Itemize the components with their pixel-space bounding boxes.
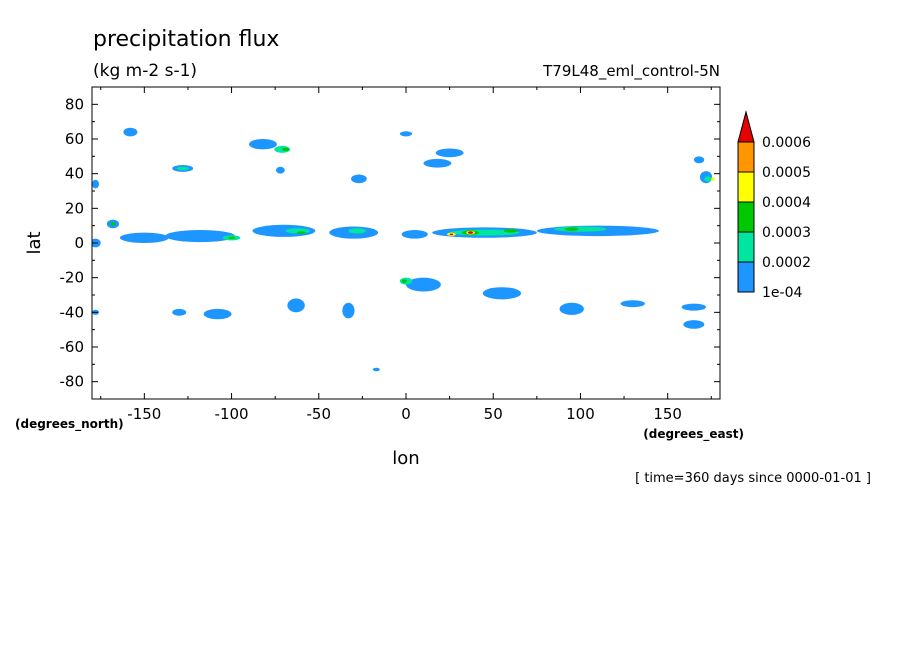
- precip-feature-19: [348, 228, 366, 234]
- y-tick-label: -20: [60, 269, 85, 287]
- precip-feature-50: [681, 303, 707, 311]
- precip-feature-47: [342, 302, 355, 319]
- colorbar-label: 0.0002: [762, 255, 811, 271]
- colorbar-label: 0.0003: [762, 225, 811, 241]
- x-tick-label: -50: [307, 405, 332, 423]
- precip-feature-13: [282, 147, 290, 152]
- precip-feature-44: [172, 308, 187, 316]
- precip-feature-11: [249, 139, 277, 150]
- precip-feature-3: [110, 222, 116, 226]
- x-tick-label: -150: [127, 405, 161, 423]
- precip-feature-8: [165, 230, 236, 243]
- precip-feature-33: [554, 226, 607, 232]
- colorbar-label: 0.0006: [762, 135, 811, 151]
- x-tick-label: 100: [566, 405, 595, 423]
- precip-feature-15: [252, 224, 316, 237]
- precip-feature-5: [119, 232, 169, 243]
- colorbar-label: 0.0004: [762, 195, 811, 211]
- x-tick-label: 150: [653, 405, 682, 423]
- y-tick-label: -80: [60, 373, 85, 391]
- colorbar-segment: [737, 201, 755, 233]
- y-units-note: (degrees_north): [15, 417, 124, 432]
- precip-feature-39: [693, 156, 705, 164]
- y-tick-labels: 80 60 40 20 0 -20 -40 -60 -80: [60, 95, 85, 390]
- precip-feature-4: [123, 127, 138, 137]
- chart-title: precipitation flux: [93, 27, 279, 52]
- precip-feature-34: [564, 227, 579, 231]
- y-tick-label: -60: [60, 338, 85, 356]
- x-units-note: (degrees_east): [643, 427, 744, 442]
- colorbar-segment: [737, 141, 755, 173]
- precip-feature-42: [401, 279, 407, 283]
- precip-feature-38: [711, 177, 715, 181]
- colorbar: 1e-04 0.0002 0.0003 0.0004 0.0005 0.0006: [737, 110, 811, 301]
- y-tick-label: 80: [65, 95, 84, 113]
- chart-units: (kg m-2 s-1): [93, 61, 197, 81]
- precip-feature-43: [482, 287, 522, 300]
- precip-feature-22: [435, 148, 464, 158]
- precip-feature-37: [704, 176, 712, 182]
- precip-feature-20: [351, 174, 367, 184]
- plot-area: [91, 86, 721, 400]
- precip-feature-51: [683, 320, 705, 329]
- precip-feature-17: [296, 231, 306, 234]
- precip-feature-46: [287, 298, 305, 313]
- y-tick-label: 40: [65, 165, 84, 183]
- precip-feature-12: [274, 145, 290, 153]
- precip-feature-31: [449, 233, 454, 236]
- colorbar-segment: [737, 171, 755, 203]
- x-tick-label: 0: [401, 405, 411, 423]
- precip-feature-45: [203, 308, 232, 320]
- precip-feature-24: [401, 230, 428, 239]
- x-tick-label: -100: [215, 405, 249, 423]
- precip-feature-40: [406, 277, 441, 292]
- precip-feature-29: [467, 231, 474, 234]
- x-axis-title: lon: [392, 448, 419, 469]
- colorbar-label: 1e-04: [762, 285, 802, 301]
- x-tick-label: 50: [484, 405, 503, 423]
- colorbar-extend-arrow: [737, 110, 755, 143]
- precip-feature-48: [559, 302, 584, 315]
- run-name-label: T79L48_eml_control-5N: [542, 62, 720, 81]
- colorbar-segment: [737, 231, 755, 263]
- plot-frame: [91, 86, 721, 400]
- precip-contours: [92, 127, 715, 372]
- precip-feature-1: [92, 179, 99, 189]
- precip-feature-10: [228, 236, 236, 240]
- y-tick-label: 0: [74, 234, 84, 252]
- precip-feature-49: [620, 300, 645, 308]
- y-tick-label: 60: [65, 130, 84, 148]
- precip-feature-23: [423, 158, 452, 168]
- x-tick-labels: -150 -100 -50 0 50 100 150: [127, 405, 682, 423]
- precip-feature-7: [176, 166, 189, 171]
- time-note: [ time=360 days since 0000-01-01 ]: [635, 471, 871, 486]
- precip-feature-53: [372, 367, 380, 372]
- precip-feature-21: [399, 131, 413, 137]
- y-tick-label: -40: [60, 303, 85, 321]
- y-axis-title: lat: [24, 231, 45, 254]
- precip-feature-14: [276, 166, 285, 174]
- precip-feature-35: [503, 229, 518, 233]
- y-tick-label: 20: [65, 199, 84, 217]
- colorbar-segment: [737, 261, 755, 293]
- colorbar-label: 0.0005: [762, 165, 811, 181]
